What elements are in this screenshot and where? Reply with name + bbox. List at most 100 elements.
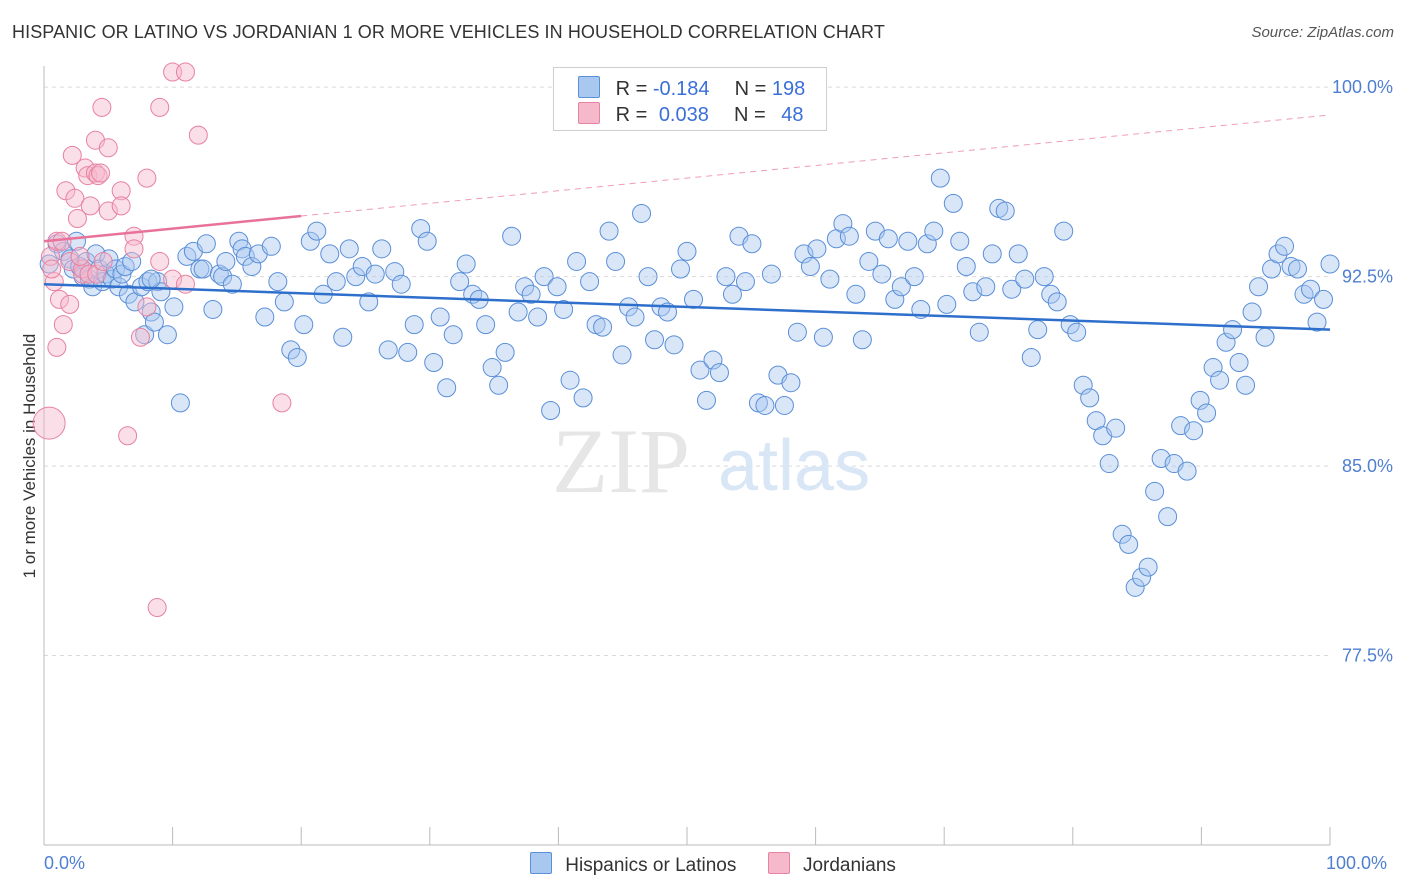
hispanic-point bbox=[632, 203, 652, 223]
hispanic-point bbox=[209, 264, 229, 284]
legend-n-value: 48 bbox=[781, 104, 804, 126]
jordanian-point bbox=[92, 97, 112, 117]
hispanic-point bbox=[755, 395, 775, 415]
hispanic-point bbox=[450, 272, 470, 292]
hispanic-point bbox=[638, 267, 658, 287]
legend-n-label: N = bbox=[734, 78, 767, 100]
watermark-zip: ZIP bbox=[552, 410, 690, 512]
jordanian-point bbox=[93, 251, 113, 271]
hispanic-point bbox=[820, 269, 840, 289]
trend-line-hispanics bbox=[43, 282, 1331, 331]
hispanic-point bbox=[560, 370, 580, 390]
jordanian-point bbox=[150, 251, 170, 271]
chart-title: HISPANIC OR LATINO VS JORDANIAN 1 OR MOR… bbox=[12, 22, 885, 42]
hispanic-point bbox=[1314, 289, 1334, 309]
hispanic-point bbox=[528, 307, 548, 327]
hispanic-point bbox=[599, 221, 619, 241]
hispanic-point bbox=[398, 342, 418, 362]
hispanic-point bbox=[1236, 375, 1256, 395]
legend-label-hispanics: Hispanics or Latinos bbox=[565, 855, 737, 876]
hispanic-point bbox=[885, 289, 905, 309]
hispanic-point bbox=[1028, 320, 1048, 340]
legend-row-hispanics: R = -0.184 N = 198 bbox=[578, 76, 805, 102]
legend-r-label: R = bbox=[615, 104, 648, 126]
legend-swatch-blue bbox=[578, 76, 600, 98]
hispanic-point bbox=[1132, 567, 1152, 587]
hispanic-point bbox=[489, 375, 509, 395]
hispanic-point bbox=[664, 335, 684, 355]
hispanic-point bbox=[203, 299, 223, 319]
hispanic-point bbox=[742, 234, 762, 254]
hispanic-point bbox=[1080, 388, 1100, 408]
hispanic-point bbox=[612, 345, 632, 365]
jordanian-point bbox=[111, 181, 131, 201]
hispanic-point bbox=[950, 231, 970, 251]
hispanic-point bbox=[1125, 577, 1145, 597]
hispanic-point bbox=[141, 269, 161, 289]
hispanic-point bbox=[1223, 320, 1243, 340]
hispanic-point bbox=[281, 340, 301, 360]
hispanic-point bbox=[1002, 279, 1022, 299]
hispanic-point bbox=[307, 221, 327, 241]
jordanian-point bbox=[80, 196, 100, 216]
hispanic-point bbox=[326, 272, 346, 292]
jordanian-point bbox=[32, 406, 66, 440]
source-label: Source: ZipAtlas.com bbox=[1251, 24, 1394, 41]
hispanic-point bbox=[924, 221, 944, 241]
hispanic-point bbox=[917, 234, 937, 254]
hispanic-point bbox=[677, 241, 697, 261]
legend-item-jordanians[interactable]: Jordanians bbox=[767, 852, 896, 877]
series-jordanians-points bbox=[32, 62, 292, 618]
hispanic-point bbox=[521, 284, 541, 304]
hispanic-point bbox=[619, 297, 639, 317]
hispanic-point bbox=[365, 264, 385, 284]
hispanic-point bbox=[859, 251, 879, 271]
y-tick-label: 100.0% bbox=[1332, 77, 1393, 97]
y-tick-label: 77.5% bbox=[1342, 646, 1393, 666]
y-tick-label: 85.0% bbox=[1342, 456, 1393, 476]
legend-r-value: -0.184 bbox=[652, 78, 710, 100]
hispanic-point bbox=[385, 262, 405, 282]
jordanian-point bbox=[49, 289, 69, 309]
hispanic-point bbox=[774, 395, 794, 415]
jordanian-point bbox=[272, 393, 292, 413]
hispanic-point bbox=[943, 193, 963, 213]
hispanic-point bbox=[1268, 244, 1288, 264]
hispanic-point bbox=[424, 353, 444, 373]
hispanic-point bbox=[122, 251, 142, 271]
hispanic-point bbox=[878, 229, 898, 249]
jordanian-point bbox=[87, 264, 107, 284]
hispanic-point bbox=[196, 234, 216, 254]
correlation-legend: R = -0.184 N = 198 R = 0.038 N = 48 bbox=[553, 67, 827, 131]
hispanic-point bbox=[508, 302, 528, 322]
hispanic-point bbox=[482, 358, 502, 378]
hispanic-point bbox=[1021, 347, 1041, 367]
jordanian-point bbox=[91, 163, 111, 183]
hispanic-point bbox=[320, 244, 340, 264]
jordanian-point bbox=[111, 196, 131, 216]
hispanic-point bbox=[696, 390, 716, 410]
jordanian-point bbox=[118, 426, 138, 446]
jordanian-point bbox=[70, 246, 90, 266]
hispanic-point bbox=[261, 236, 281, 256]
jordanian-point bbox=[137, 168, 157, 188]
legend-r-value: 0.038 bbox=[658, 104, 709, 126]
hispanic-point bbox=[346, 267, 366, 287]
legend-item-hispanics[interactable]: Hispanics or Latinos bbox=[530, 852, 736, 877]
hispanic-point bbox=[781, 373, 801, 393]
hispanic-point bbox=[839, 226, 859, 246]
hispanic-point bbox=[1288, 259, 1308, 279]
hispanic-point bbox=[898, 231, 918, 251]
jordanian-point bbox=[79, 264, 99, 284]
legend-row-jordanians: R = 0.038 N = 48 bbox=[578, 102, 804, 128]
jordanian-point bbox=[62, 145, 82, 165]
hispanic-point bbox=[716, 267, 736, 287]
hispanic-point bbox=[891, 277, 911, 297]
hispanic-point bbox=[969, 322, 989, 342]
hispanic-point bbox=[495, 342, 515, 362]
hispanic-point bbox=[255, 307, 275, 327]
hispanic-point bbox=[502, 226, 522, 246]
y-tick-labels: 77.5% 85.0% 92.5% 100.0% bbox=[1332, 77, 1393, 665]
jordanian-point bbox=[67, 209, 87, 229]
hispanic-point bbox=[807, 239, 827, 259]
